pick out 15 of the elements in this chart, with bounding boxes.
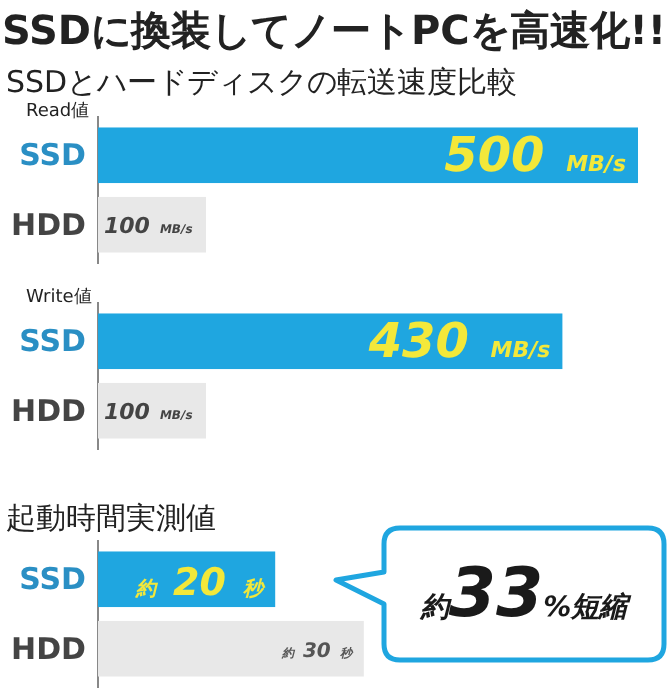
chart-title: SSDに換装してノートPCを高速化!! [1, 6, 667, 54]
data-label: 約 20 秒 [133, 561, 268, 606]
y-tick-label: HDD [11, 206, 86, 243]
y-tick-label: SSD [19, 561, 86, 598]
data-label: 500 MB/s [444, 127, 627, 184]
data-label: 430 MB/s [366, 313, 552, 370]
y-tick-label: SSD [19, 137, 86, 174]
chart-subtitle: SSDとハードディスクの転送速度比較 [6, 64, 518, 100]
y-axis-title: Write値 [26, 286, 92, 308]
y-tick-label: SSD [19, 323, 86, 360]
chart-title: 起動時間実測値 [6, 500, 216, 536]
y-tick-label: HDD [11, 392, 86, 429]
y-tick-label: HDD [11, 630, 86, 667]
text: 約33%短縮 [418, 554, 634, 634]
y-axis-title: Read値 [26, 100, 90, 122]
